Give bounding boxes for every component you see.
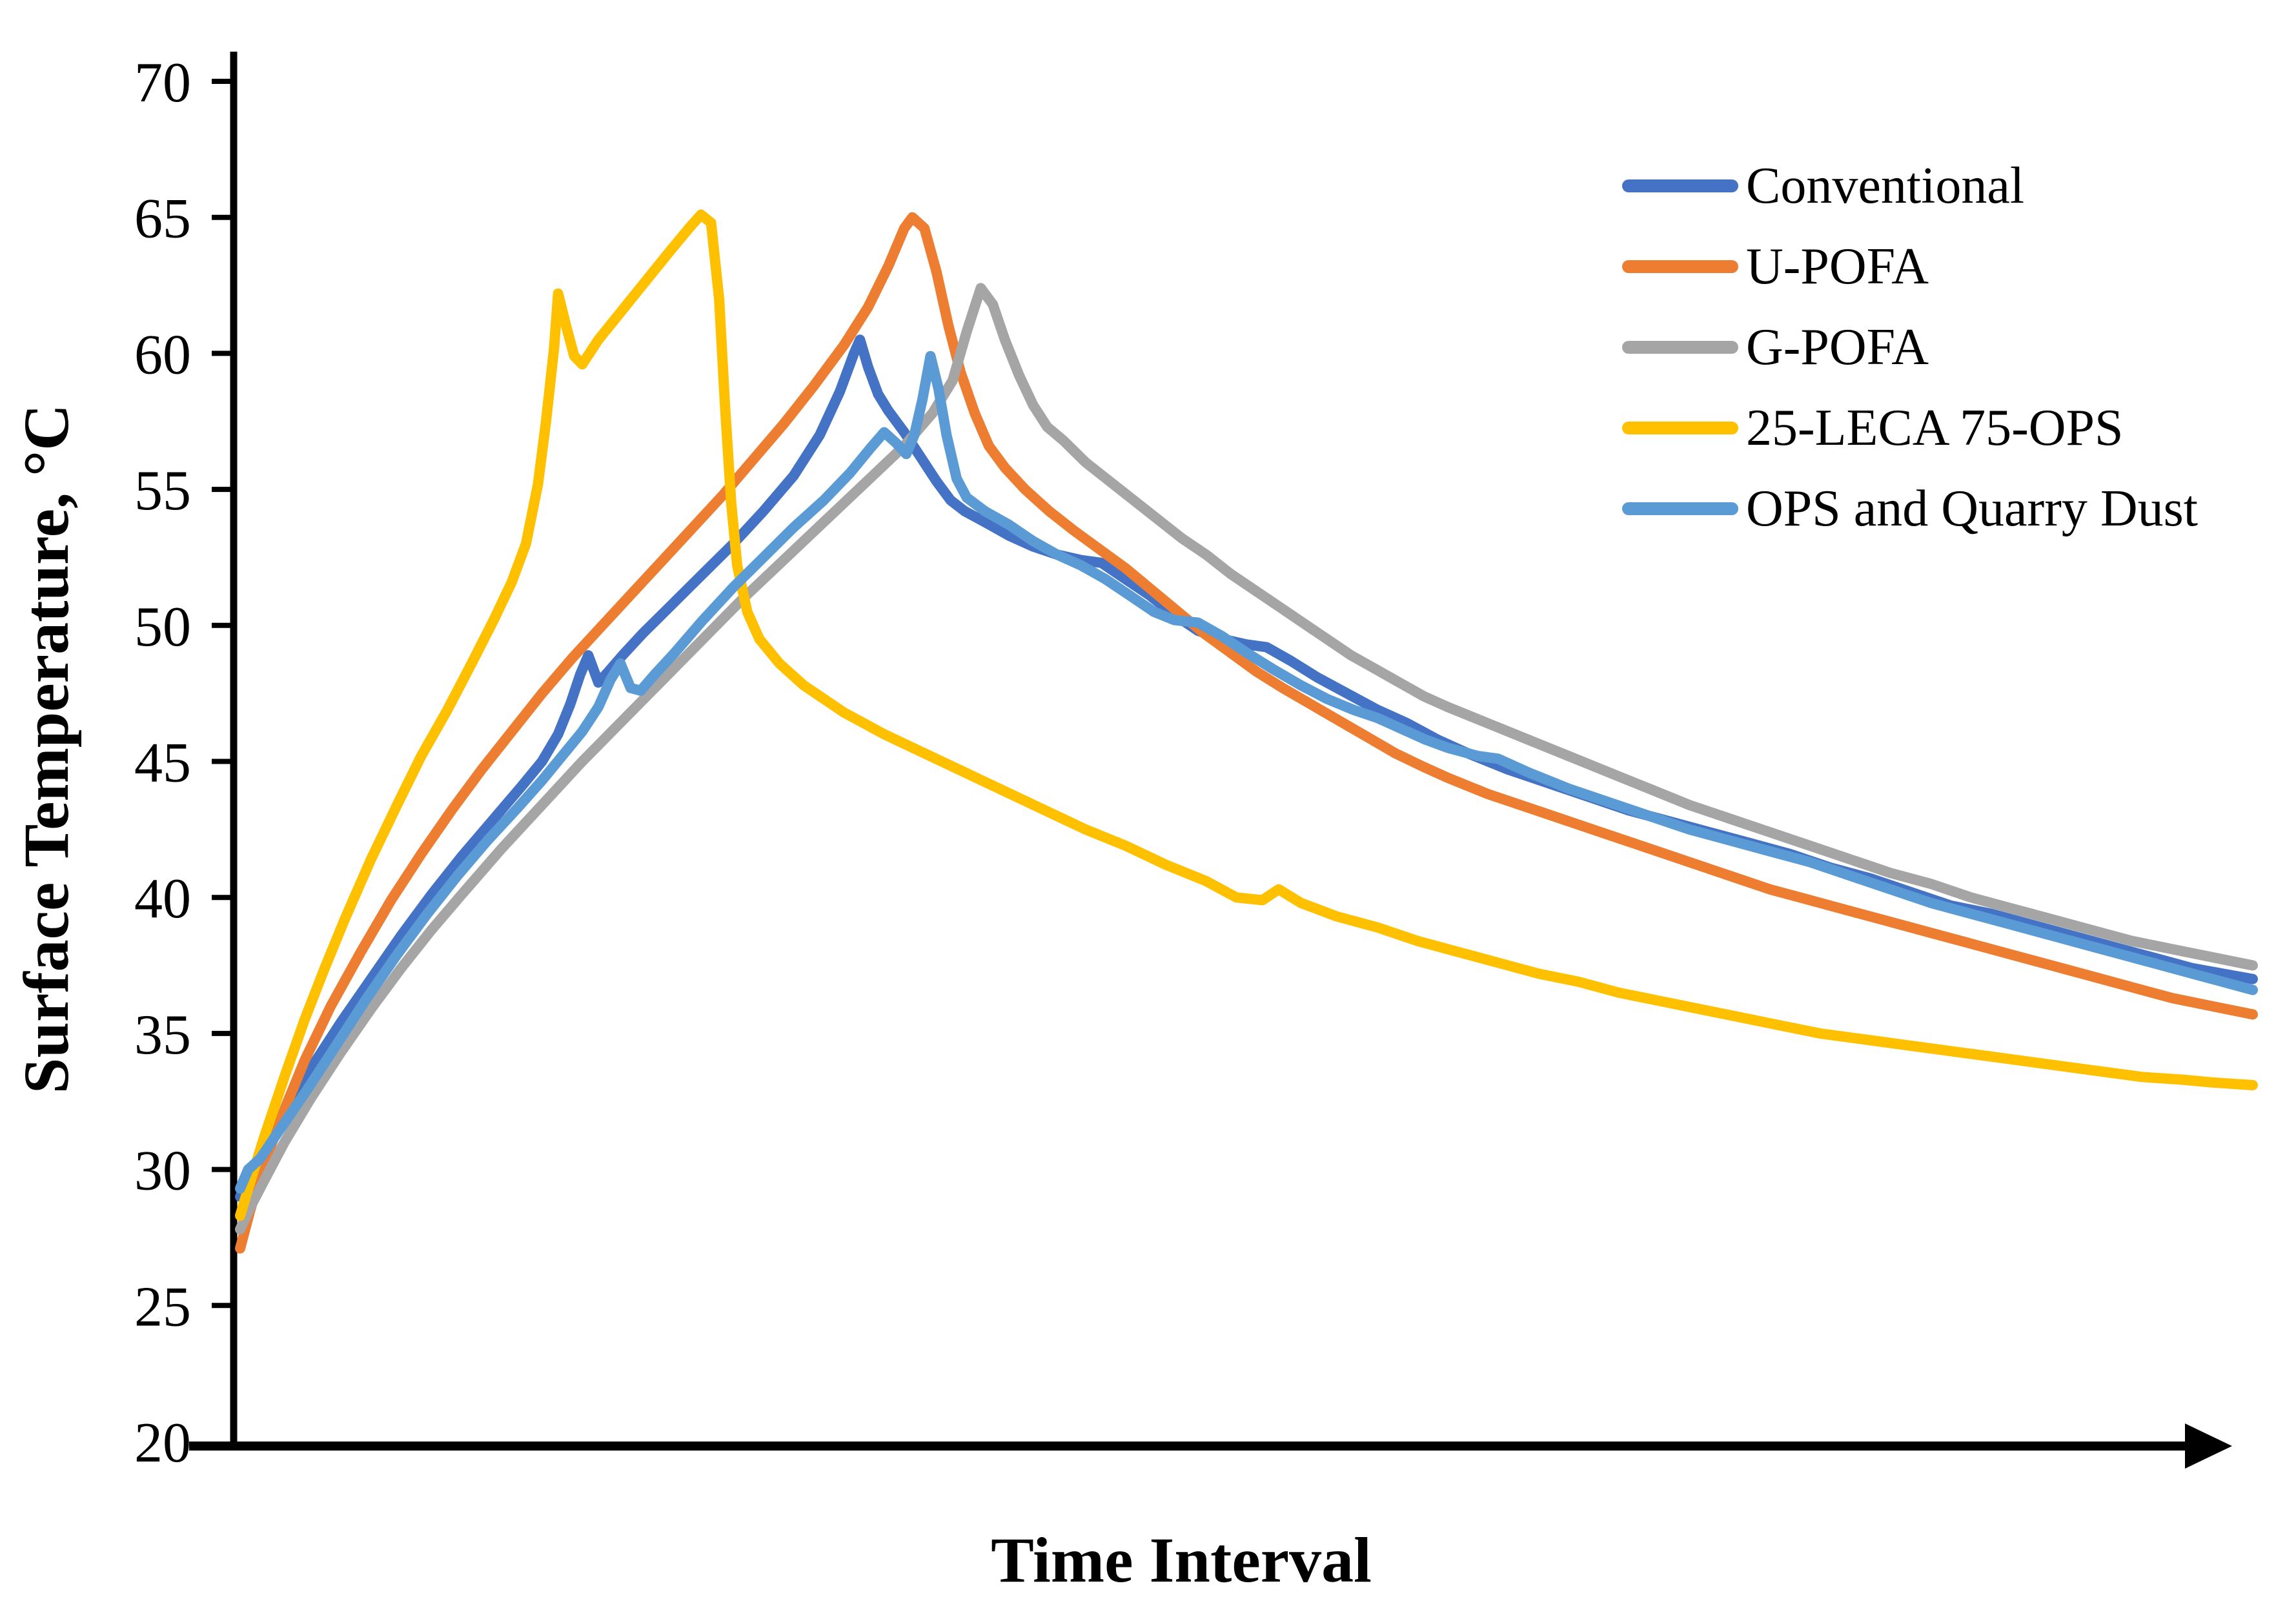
series-line-g-pofa: [235, 283, 2258, 1235]
series-paths: [235, 209, 2258, 1254]
y-tick-label: 50: [134, 596, 191, 658]
y-axis-title: Surface Temperature, °C: [10, 404, 82, 1094]
legend-swatch-g-pofa: [1622, 340, 1738, 354]
y-tick-label: 60: [134, 323, 191, 386]
series-line-25-leca-75-ops: [235, 209, 2258, 1221]
legend-label: G-POFA: [1746, 318, 1929, 376]
legend-label: 25-LECA 75-OPS: [1746, 399, 2124, 456]
legend-swatch-25-leca-75-ops: [1622, 421, 1738, 434]
legend-item-25-leca-75-ops: 25-LECA 75-OPS: [1622, 387, 2198, 468]
legend-item-conventional: Conventional: [1622, 145, 2198, 226]
y-tick-label: 30: [134, 1140, 191, 1203]
y-tick-marks: [212, 79, 235, 1309]
y-tick-label: 65: [134, 188, 191, 250]
y-tick-label: 20: [134, 1412, 191, 1474]
x-axis-title: Time Interval: [991, 1524, 1372, 1596]
y-tick-label: 40: [134, 868, 191, 930]
legend-item-ops-and-quarry-dust: OPS and Quarry Dust: [1622, 468, 2198, 549]
y-tick-label: 45: [134, 732, 191, 795]
legend-swatch-ops-and-quarry-dust: [1622, 502, 1738, 515]
y-tick-label: 35: [134, 1004, 191, 1066]
y-tick-label: 70: [134, 52, 191, 114]
series-line-ops-and-quarry-dust: [235, 351, 2258, 1194]
legend-swatch-conventional: [1622, 179, 1738, 192]
legend-item-u-pofa: U-POFA: [1622, 226, 2198, 307]
legend-swatch-u-pofa: [1622, 260, 1738, 273]
legend: Conventional U-POFA G-POFA 25-LECA 75-OP…: [1622, 145, 2198, 549]
y-tick-labels: 20 25 30 35 40 45 50 55 60 65 70: [134, 52, 191, 1474]
x-axis-arrow-icon: [2185, 1423, 2232, 1469]
series-line-u-pofa: [235, 212, 2258, 1254]
legend-label: OPS and Quarry Dust: [1746, 480, 2198, 537]
y-tick-label: 55: [134, 460, 191, 522]
legend-label: Conventional: [1746, 157, 2025, 214]
legend-item-g-pofa: G-POFA: [1622, 307, 2198, 387]
y-tick-label: 25: [134, 1276, 191, 1338]
legend-label: U-POFA: [1746, 238, 1929, 295]
